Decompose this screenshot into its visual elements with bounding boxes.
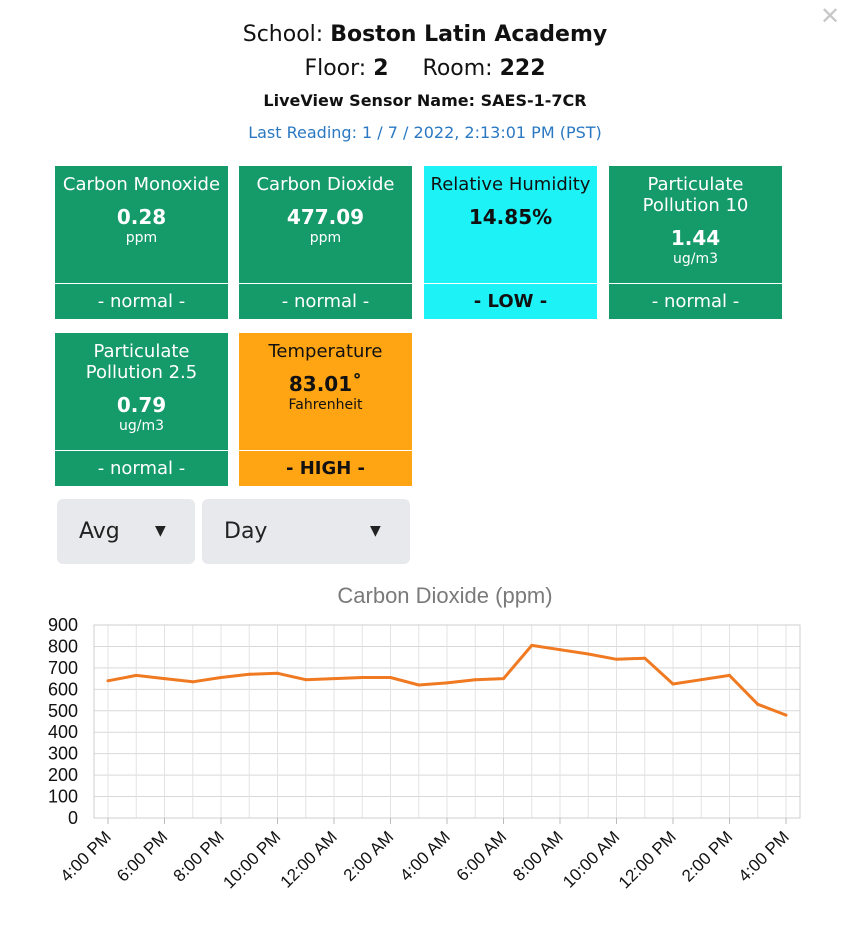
chart-title: Carbon Dioxide (ppm) [337, 583, 553, 608]
y-tick-label: 300 [48, 744, 78, 764]
y-tick-label: 200 [48, 765, 78, 785]
tile-carbon-monoxide: Carbon Monoxide 0.28 ppm - normal - [55, 166, 228, 319]
x-tick-label: 12:00 PM [615, 827, 680, 892]
floor-value: 2 [373, 56, 389, 81]
data-point [728, 673, 731, 677]
tile-unit: ppm [125, 230, 158, 246]
floor-room-line: Floor: 2 Room: 222 [0, 52, 850, 86]
y-tick-label: 900 [48, 615, 78, 635]
last-reading: Last Reading: 1 / 7 / 2022, 2:13:01 PM (… [248, 123, 602, 142]
y-tick-label: 400 [48, 722, 78, 742]
data-point [615, 657, 618, 661]
y-tick-label: 700 [48, 658, 78, 678]
sensor-value: SAES-1-7CR [480, 91, 587, 110]
tile-relative-humidity: Relative Humidity 14.85% - LOW - [424, 166, 597, 319]
data-point [389, 676, 392, 680]
x-tick-label: 12:00 AM [277, 827, 341, 891]
tile-unit: Fahrenheit [288, 397, 363, 413]
y-tick-label: 600 [48, 679, 78, 699]
tile-temperature: Temperature 83.01˚ Fahrenheit - HIGH - [239, 333, 412, 486]
tile-name: Particulate Pollution 2.5 [85, 341, 198, 383]
tile-unit: ppm [309, 230, 342, 246]
tile-name: Temperature [268, 341, 383, 362]
data-point [473, 678, 477, 682]
data-point [332, 677, 336, 681]
x-tick-label: 6:00 AM [453, 827, 511, 885]
tile-status: - normal - [55, 283, 228, 319]
data-point [502, 677, 505, 681]
x-tick-label: 2:00 PM [678, 827, 736, 885]
caret-down-icon: ▼ [370, 523, 381, 539]
tile-value: 83.01˚ [288, 372, 363, 396]
data-point [163, 677, 166, 681]
tile-status: - HIGH - [239, 450, 412, 486]
x-tick-label: 2:00 AM [340, 827, 398, 885]
aggregate-select-value: Avg [79, 519, 120, 544]
range-select[interactable]: Day ▼ [202, 499, 410, 564]
data-point [784, 713, 788, 717]
sensor-header: School: Boston Latin Academy Floor: 2 Ro… [0, 18, 850, 150]
room-label: Room: [422, 56, 493, 81]
x-tick-label: 8:00 AM [509, 827, 567, 885]
x-tick-label: 4:00 PM [57, 827, 115, 885]
y-tick-label: 0 [68, 808, 78, 828]
x-tick-label: 10:00 PM [219, 827, 284, 892]
data-point [530, 643, 534, 647]
x-tick-label: 4:00 PM [735, 827, 793, 885]
tile-particulate-2-5: Particulate Pollution 2.5 0.79 ug/m3 - n… [55, 333, 228, 486]
data-point [558, 648, 562, 652]
data-point [304, 678, 308, 682]
sensor-label: LiveView Sensor Name: [263, 91, 476, 110]
data-point [445, 681, 449, 685]
data-point [756, 702, 760, 706]
x-tick-label: 8:00 PM [170, 827, 228, 885]
data-point [699, 678, 703, 682]
caret-down-icon: ▼ [155, 523, 166, 539]
data-point [671, 682, 675, 686]
tile-unit: ug/m3 [118, 418, 165, 434]
y-tick-label: 800 [48, 636, 78, 656]
tile-value: 1.44 [670, 226, 721, 250]
data-point [276, 671, 279, 675]
x-tick-label: 4:00 AM [396, 827, 454, 885]
school-line: School: Boston Latin Academy [0, 18, 850, 52]
data-point [191, 680, 195, 684]
tile-name: Particulate Pollution 10 [642, 174, 749, 216]
tile-status: - normal - [609, 283, 782, 319]
tile-status: - LOW - [424, 283, 597, 319]
school-label: School: [242, 22, 324, 47]
data-point [360, 676, 364, 680]
tile-name: Relative Humidity [430, 174, 591, 195]
tile-name: Carbon Monoxide [62, 174, 221, 195]
x-tick-label: 10:00 AM [559, 827, 623, 891]
data-point [219, 676, 223, 680]
tile-value: 14.85% [468, 205, 553, 229]
data-point [417, 683, 421, 687]
tile-value: 0.28 [116, 205, 167, 229]
tile-value: 477.09 [286, 205, 365, 229]
tile-particulate-10: Particulate Pollution 10 1.44 ug/m3 - no… [609, 166, 782, 319]
data-point [643, 656, 647, 660]
sensor-line: LiveView Sensor Name: SAES-1-7CR [0, 86, 850, 116]
range-select-value: Day [224, 519, 268, 544]
tile-carbon-dioxide: Carbon Dioxide 477.09 ppm - normal - [239, 166, 412, 319]
y-tick-label: 500 [48, 701, 78, 721]
floor-label: Floor: [304, 56, 367, 81]
data-point [586, 652, 590, 656]
tile-name: Carbon Dioxide [256, 174, 395, 195]
tile-value: 0.79 [116, 393, 167, 417]
close-icon[interactable]: ✕ [819, 2, 841, 30]
x-tick-label: 6:00 PM [113, 827, 171, 885]
tile-status: - normal - [239, 283, 412, 319]
tile-unit: ug/m3 [672, 251, 719, 267]
data-point [134, 673, 138, 677]
aggregate-select[interactable]: Avg ▼ [57, 499, 195, 564]
y-tick-label: 100 [48, 787, 78, 807]
data-point [247, 672, 251, 676]
data-point [106, 679, 110, 683]
tile-status: - normal - [55, 450, 228, 486]
room-value: 222 [499, 56, 546, 81]
school-name: Boston Latin Academy [330, 22, 608, 47]
